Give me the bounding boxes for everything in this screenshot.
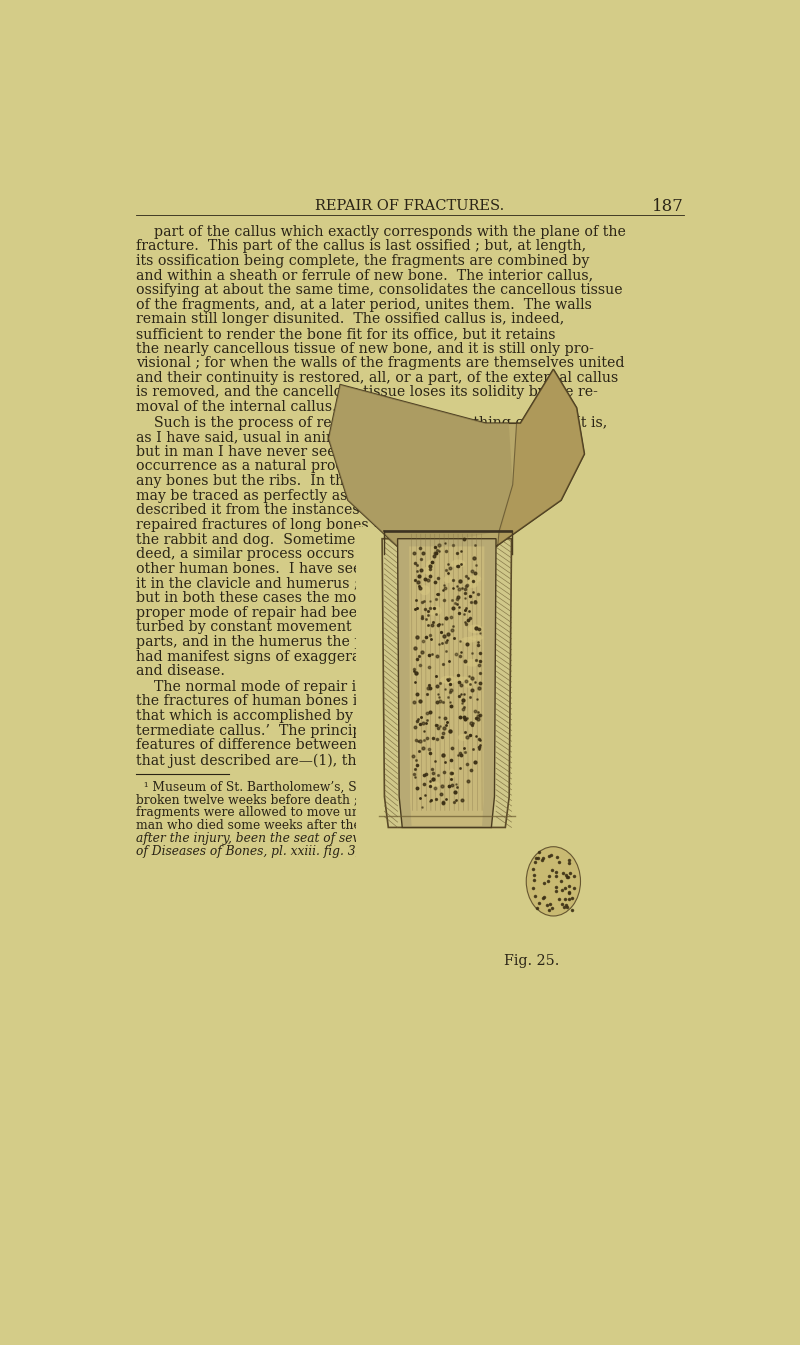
Polygon shape [398, 539, 496, 827]
Text: Such is the process of repair with an ensheathing callus.   It is,: Such is the process of repair with an en… [137, 416, 608, 429]
Text: Fig. 25.: Fig. 25. [504, 955, 560, 968]
Bar [356, 527, 678, 947]
Text: proper mode of repair had been dis-: proper mode of repair had been dis- [137, 605, 397, 620]
Text: moval of the internal callus.: moval of the internal callus. [137, 399, 337, 414]
Text: but in both these cases the more: but in both these cases the more [137, 590, 372, 605]
Ellipse shape [470, 635, 483, 640]
Text: is removed, and the cancellous tissue loses its solidity by the re-: is removed, and the cancellous tissue lo… [137, 386, 598, 399]
Text: the rabbit and dog.  Sometimes, in-: the rabbit and dog. Sometimes, in- [137, 533, 390, 546]
Text: turbed by constant movement of the: turbed by constant movement of the [137, 620, 398, 635]
Ellipse shape [464, 679, 473, 687]
Text: termediate callus.’  The principal: termediate callus.’ The principal [137, 724, 374, 737]
Ellipse shape [440, 675, 456, 683]
Text: the nearly cancellous tissue of new bone, and it is still only pro-: the nearly cancellous tissue of new bone… [137, 342, 594, 355]
Text: the fractures of human bones is: the fractures of human bones is [137, 694, 365, 709]
Text: broken twelve weeks before death ; but the fracture was not detected, and the: broken twelve weeks before death ; but t… [137, 794, 627, 807]
Text: may be traced as perfectly as I have: may be traced as perfectly as I have [137, 488, 396, 503]
Ellipse shape [462, 638, 476, 643]
Text: repaired fractures of long bones in: repaired fractures of long bones in [137, 518, 387, 531]
Text: as I have said, usual in animals ;: as I have said, usual in animals ; [137, 430, 369, 444]
Text: but in man I have never seen its: but in man I have never seen its [137, 445, 367, 459]
Polygon shape [382, 539, 511, 827]
Ellipse shape [449, 768, 455, 779]
Polygon shape [329, 370, 584, 546]
Text: other human bones.  I have seen: other human bones. I have seen [137, 562, 371, 576]
Ellipse shape [469, 576, 482, 582]
Text: parts, and in the humerus the process: parts, and in the humerus the process [137, 635, 410, 648]
Text: after the injury, been the seat of severe spasms.  See Mr. Stanley’s Illustratio: after the injury, been the seat of sever… [137, 833, 628, 845]
Text: visional ; for when the walls of the fragments are themselves united: visional ; for when the walls of the fra… [137, 356, 625, 370]
Text: and their continuity is restored, all, or a part, of the external callus: and their continuity is restored, all, o… [137, 371, 618, 385]
Text: ¹ Museum of St. Bartholomew’s, Ser. iii. 92, 65, and 66.  The clavicle was: ¹ Museum of St. Bartholomew’s, Ser. iii.… [137, 780, 600, 794]
Text: remain still longer disunited.  The ossified callus is, indeed,: remain still longer disunited. The ossif… [137, 312, 565, 327]
Ellipse shape [444, 576, 452, 584]
Ellipse shape [456, 677, 470, 682]
Text: its ossification being complete, the fragments are combined by: its ossification being complete, the fra… [137, 254, 590, 268]
Ellipse shape [451, 560, 466, 568]
Text: and disease.: and disease. [137, 664, 226, 678]
Text: occurrence as a natural process in: occurrence as a natural process in [137, 460, 385, 473]
Text: sufficient to render the bone fit for its office, but it retains: sufficient to render the bone fit for it… [137, 327, 556, 340]
Text: any bones but the ribs.  In these it: any bones but the ribs. In these it [137, 473, 383, 488]
Text: and within a sheath or ferrule of new bone.  The interior callus,: and within a sheath or ferrule of new bo… [137, 269, 594, 282]
Text: described it from the instances of: described it from the instances of [137, 503, 378, 518]
Ellipse shape [429, 781, 440, 787]
Polygon shape [329, 385, 513, 546]
Text: it in the clavicle and humerus ;¹: it in the clavicle and humerus ;¹ [137, 577, 365, 590]
Text: that which is accomplished by ‘ in-: that which is accomplished by ‘ in- [137, 709, 386, 722]
Text: of the fragments, and, at a later period, unites them.  The walls: of the fragments, and, at a later period… [137, 297, 592, 312]
FancyBboxPatch shape [384, 531, 512, 533]
Ellipse shape [468, 624, 482, 633]
Text: 187: 187 [652, 198, 683, 215]
Polygon shape [410, 546, 485, 826]
Ellipse shape [466, 580, 478, 588]
Ellipse shape [428, 605, 442, 616]
Text: man who died some weeks after the fracture, and whose arm had, for several days: man who died some weeks after the fractu… [137, 819, 653, 833]
Text: fracture.  This part of the callus is last ossified ; but, at length,: fracture. This part of the callus is las… [137, 239, 586, 253]
Text: of Diseases of Bones, pl. xxiii. fig. 3,: of Diseases of Bones, pl. xxiii. fig. 3, [137, 845, 360, 858]
Ellipse shape [465, 659, 480, 667]
Ellipse shape [458, 734, 469, 741]
Text: features of difference between it and: features of difference between it and [137, 738, 403, 752]
Text: REPAIR OF FRACTURES.: REPAIR OF FRACTURES. [315, 199, 505, 213]
Ellipse shape [419, 585, 430, 596]
Text: deed, a similar process occurs in: deed, a similar process occurs in [137, 547, 373, 561]
Text: had manifest signs of exaggeration: had manifest signs of exaggeration [137, 650, 389, 663]
Text: fragments were allowed to move unrestrained.  The humerus was taken from a: fragments were allowed to move unrestrai… [137, 806, 630, 819]
Ellipse shape [526, 847, 581, 916]
Polygon shape [496, 370, 584, 546]
Text: that just described are—(1), that the reparative material or callus: that just described are—(1), that the re… [137, 753, 608, 768]
Ellipse shape [426, 560, 434, 569]
Ellipse shape [424, 566, 433, 574]
Text: part of the callus which exactly corresponds with the plane of the: part of the callus which exactly corresp… [137, 225, 626, 238]
Text: ossifying at about the same time, consolidates the cancellous tissue: ossifying at about the same time, consol… [137, 282, 623, 297]
Text: The normal mode of repair in: The normal mode of repair in [137, 679, 366, 694]
